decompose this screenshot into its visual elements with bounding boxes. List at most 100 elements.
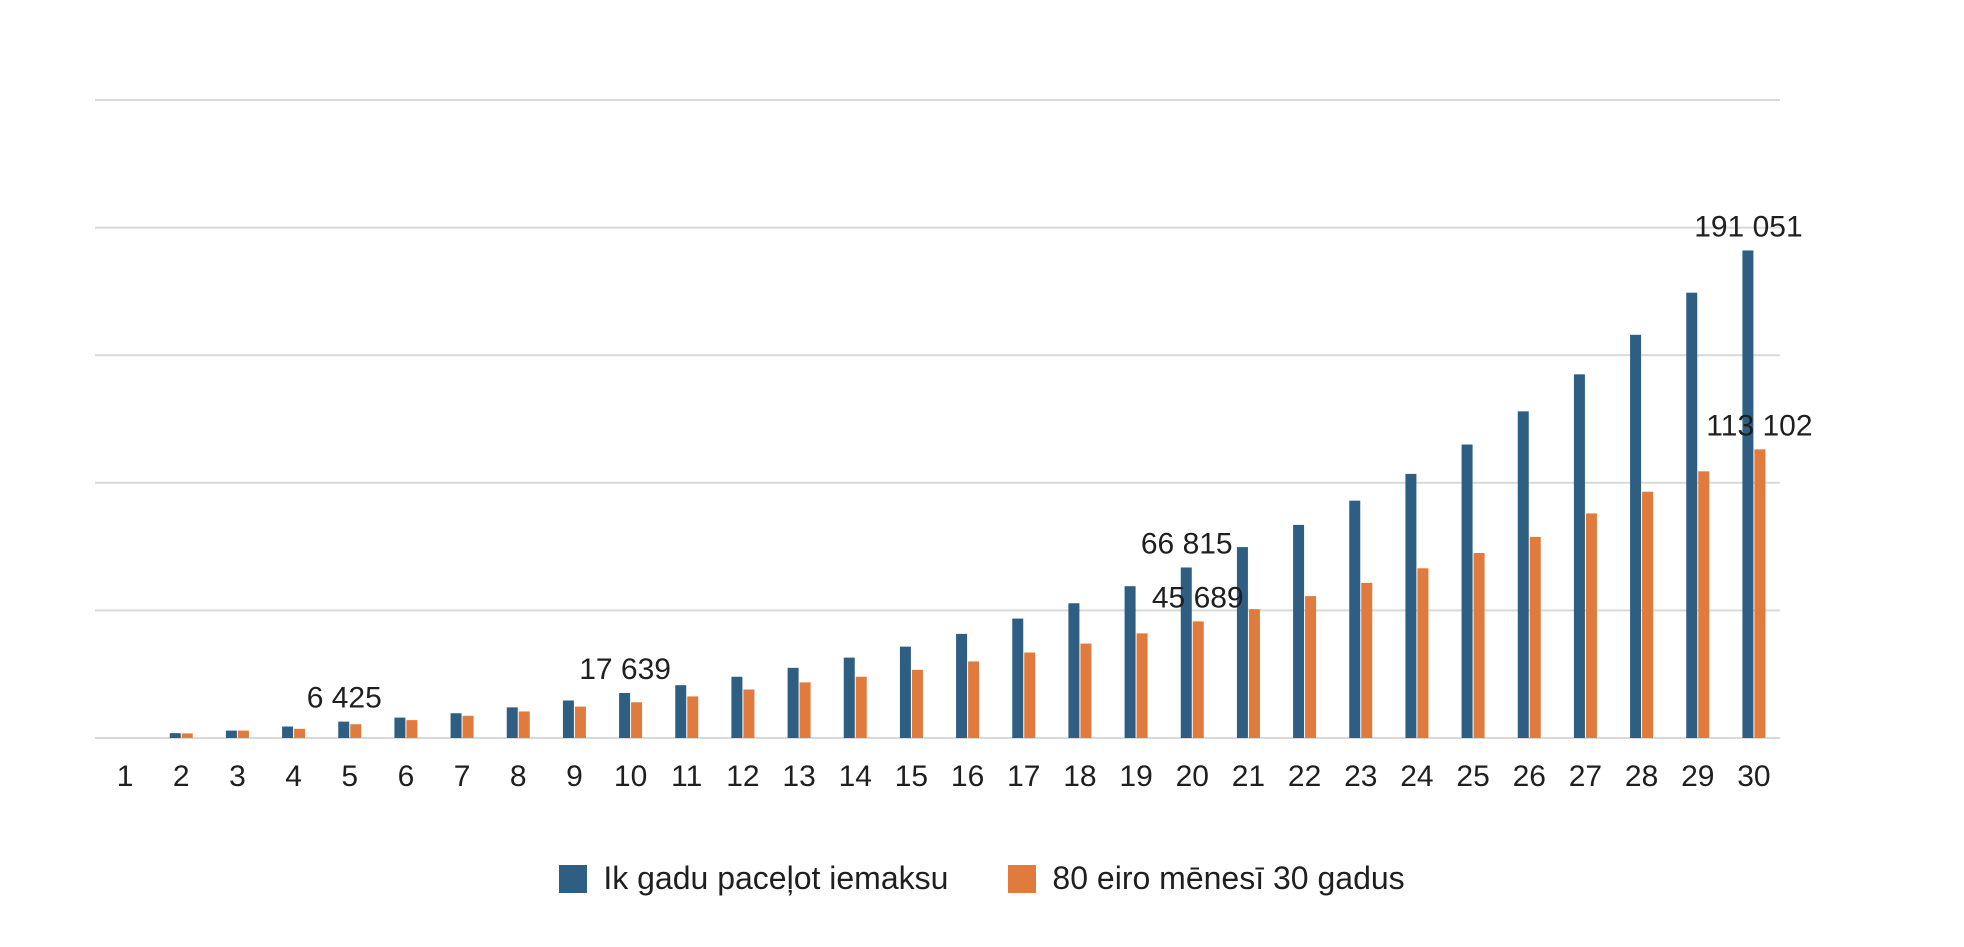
- bar-series-2-21: [1248, 609, 1260, 738]
- bar-series-1-22: [1293, 524, 1305, 738]
- bar-series-2-7: [462, 715, 474, 738]
- x-tick-label: 25: [1456, 760, 1489, 793]
- x-tick-label: 27: [1569, 760, 1602, 793]
- x-tick-label: 24: [1400, 760, 1433, 793]
- bar-series-2-24: [1417, 568, 1429, 738]
- legend-item-series-2: 80 eiro mēnesī 30 gadus: [1008, 860, 1405, 897]
- x-tick-label: 30: [1737, 760, 1770, 793]
- data-label-4: 45 689: [1152, 581, 1244, 614]
- bar-series-2-4: [294, 728, 306, 738]
- bar-series-2-26: [1529, 536, 1541, 738]
- x-tick-label: 14: [839, 760, 872, 793]
- bar-series-2-25: [1473, 552, 1485, 738]
- legend-label-series-2: 80 eiro mēnesī 30 gadus: [1052, 860, 1405, 896]
- legend-swatch-series-1: [559, 864, 588, 893]
- x-tick-label: 19: [1119, 760, 1152, 793]
- bar-series-1-5: [338, 721, 350, 738]
- bar-series-2-15: [911, 669, 923, 738]
- bar-series-2-8: [518, 711, 530, 738]
- x-tick-label: 21: [1232, 760, 1265, 793]
- bar-series-1-21: [1236, 547, 1248, 738]
- bar-series-1-4: [282, 726, 294, 738]
- bar-series-1-3: [225, 730, 237, 738]
- bar-series-2-17: [1024, 652, 1036, 738]
- bar-series-1-17: [1012, 618, 1024, 738]
- bar-series-2-19: [1136, 633, 1148, 738]
- bar-series-1-2: [169, 733, 181, 738]
- x-tick-label: 8: [510, 760, 527, 793]
- x-tick-label: 13: [782, 760, 815, 793]
- x-tick-label: 18: [1063, 760, 1096, 793]
- legend-item-series-1: Ik gadu paceļot iemaksu: [559, 860, 948, 897]
- data-label-3: 66 815: [1141, 527, 1233, 560]
- x-tick-label: 22: [1288, 760, 1321, 793]
- gridlines: [95, 99, 1780, 739]
- bar-series-2-6: [406, 720, 418, 738]
- x-tick-label: 11: [671, 760, 702, 793]
- bar-series-1-20: [1180, 567, 1192, 738]
- bar-series-1-24: [1405, 473, 1417, 738]
- bar-series-2-20: [1192, 621, 1204, 738]
- bar-chart: 1 2 3 4 5 6 7 8 9 10 11 12 13 14 15 16 17 18 19 20 21 22 23 24 2…: [95, 99, 1813, 793]
- bar-series-1-7: [450, 713, 462, 738]
- x-tick-label: 23: [1344, 760, 1377, 793]
- x-tick-label: 2: [173, 760, 190, 793]
- bar-series-1-18: [1068, 603, 1080, 738]
- x-tick-label: 12: [726, 760, 759, 793]
- bar-series-1-29: [1686, 292, 1698, 738]
- legend-swatch-series-2: [1008, 864, 1037, 893]
- bar-series-2-27: [1585, 513, 1597, 738]
- bar-series-1-25: [1461, 444, 1473, 738]
- x-tick-label: 3: [229, 760, 246, 793]
- bar-series-2-9: [574, 706, 586, 738]
- bar-series-1-15: [899, 646, 911, 738]
- x-tick-label: 26: [1513, 760, 1546, 793]
- bar-series-1-12: [731, 676, 743, 738]
- bar-series-2-29: [1698, 471, 1710, 738]
- x-tick-label: 1: [117, 760, 134, 793]
- x-axis-tick-labels: 1 2 3 4 5 6 7 8 9 10 11 12 13 14 15 16 17 18 19 20 21 22 23 24 2…: [117, 760, 1771, 793]
- bar-series-1-13: [787, 667, 799, 738]
- bar-series-2-14: [855, 676, 867, 738]
- bar-series-1-6: [394, 717, 406, 738]
- x-tick-label: 4: [285, 760, 302, 793]
- bar-series-1-8: [506, 707, 518, 738]
- x-tick-label: 15: [895, 760, 928, 793]
- x-tick-label: 9: [566, 760, 583, 793]
- bar-series-1-10: [619, 692, 631, 738]
- bar-series-2-13: [799, 682, 811, 738]
- bar-series-1-14: [843, 657, 855, 738]
- bar-series-2-5: [350, 724, 362, 738]
- x-tick-label: 16: [951, 760, 984, 793]
- bar-series-1-19: [1124, 586, 1136, 738]
- bar-series-1-28: [1630, 334, 1642, 738]
- legend: Ik gadu paceļot iemaksu 80 eiro mēnesī 3…: [0, 860, 1964, 897]
- bar-series-2-2: [181, 733, 193, 738]
- data-label-5: 191 051: [1694, 210, 1802, 243]
- data-label-1: 6 425: [307, 682, 382, 715]
- data-label-6: 113 102: [1706, 409, 1812, 442]
- bar-series-1-9: [562, 700, 574, 738]
- bar-series-1-27: [1573, 374, 1585, 738]
- bar-series-1-16: [956, 633, 968, 738]
- data-labels: 6 425 17 639 66 815 45 689 191 051 113 102: [307, 210, 1813, 714]
- bar-series-2-10: [631, 702, 643, 738]
- x-tick-label: 17: [1007, 760, 1040, 793]
- bar-series-2-11: [687, 696, 699, 738]
- data-label-2: 17 639: [579, 653, 671, 686]
- bar-series-2-3: [237, 730, 249, 738]
- bar-series-2-28: [1642, 491, 1654, 738]
- bar-series-2-22: [1305, 596, 1317, 738]
- x-tick-label: 6: [398, 760, 415, 793]
- x-tick-label: 10: [614, 760, 647, 793]
- bar-series-2-30: [1754, 449, 1766, 738]
- x-tick-label: 28: [1625, 760, 1658, 793]
- bar-series-1-30: [1742, 250, 1754, 738]
- x-tick-label: 20: [1176, 760, 1209, 793]
- bar-series-2-18: [1080, 643, 1092, 738]
- x-tick-label: 7: [454, 760, 471, 793]
- x-tick-label: 29: [1681, 760, 1714, 793]
- bar-series-1-26: [1517, 411, 1529, 738]
- bar-series-1-23: [1349, 500, 1361, 738]
- legend-label-series-1: Ik gadu paceļot iemaksu: [603, 860, 949, 896]
